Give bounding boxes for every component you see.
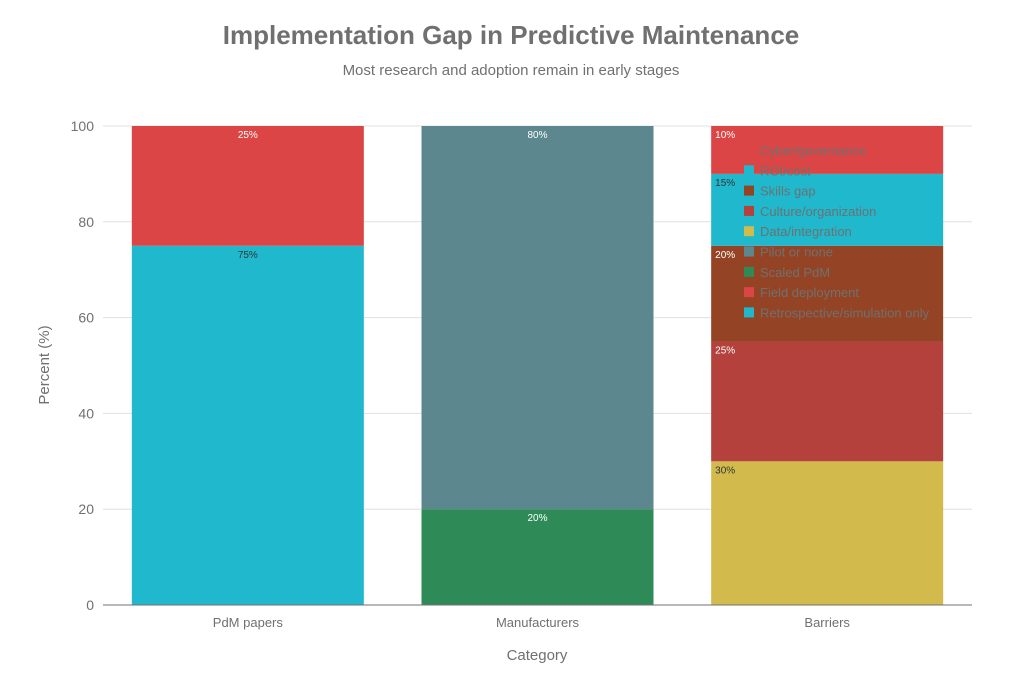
y-tick-label: 20: [78, 501, 94, 517]
data-label: 10%: [715, 130, 735, 141]
bar-segment: [421, 509, 654, 605]
legend-swatch: [744, 145, 754, 155]
legend-label: Field deployment: [760, 285, 859, 300]
legend-swatch: [744, 226, 754, 237]
legend-label: ROI/cost: [760, 163, 811, 178]
bar-segment: [421, 126, 654, 510]
legend-swatch: [744, 287, 754, 298]
x-axis-label: Category: [507, 647, 568, 664]
y-tick-label: 60: [78, 310, 94, 326]
chart-subtitle: Most research and adoption remain in ear…: [343, 62, 680, 79]
data-label: 25%: [238, 130, 258, 141]
legend-label: Culture/organization: [760, 204, 876, 219]
x-tick-label: Barriers: [804, 615, 850, 630]
y-tick-label: 0: [86, 597, 94, 613]
x-tick-label: Manufacturers: [496, 615, 580, 630]
legend-swatch: [744, 185, 754, 196]
data-label: 20%: [527, 513, 547, 524]
legend-label: Retrospective/simulation only: [760, 305, 930, 320]
bar-segment: [711, 341, 944, 462]
y-tick-label: 80: [78, 214, 94, 230]
data-label: 20%: [715, 250, 735, 261]
data-label: 80%: [527, 130, 547, 141]
legend-label: Cyber/governance: [760, 143, 866, 158]
chart-title: Implementation Gap in Predictive Mainten…: [223, 20, 799, 50]
legend-swatch: [744, 266, 754, 277]
legend-swatch: [744, 165, 754, 176]
legend-swatch: [744, 307, 754, 318]
y-tick-label: 100: [71, 118, 95, 134]
legend-label: Data/integration: [760, 224, 852, 239]
legend-label: Scaled PdM: [760, 265, 830, 280]
data-label: 15%: [715, 178, 735, 189]
data-label: 30%: [715, 465, 735, 476]
y-axis-label: Percent (%): [36, 325, 53, 404]
data-label: 25%: [715, 346, 735, 357]
data-label: 75%: [238, 250, 258, 261]
bar-segment: [131, 126, 364, 246]
x-tick-label: PdM papers: [213, 615, 284, 630]
bar-segment: [711, 461, 944, 605]
legend-swatch: [744, 246, 754, 257]
legend-label: Skills gap: [760, 184, 816, 199]
y-tick-label: 40: [78, 405, 94, 421]
bar-segment: [131, 245, 364, 605]
legend-swatch: [744, 205, 754, 216]
legend-label: Pilot or none: [760, 245, 833, 260]
